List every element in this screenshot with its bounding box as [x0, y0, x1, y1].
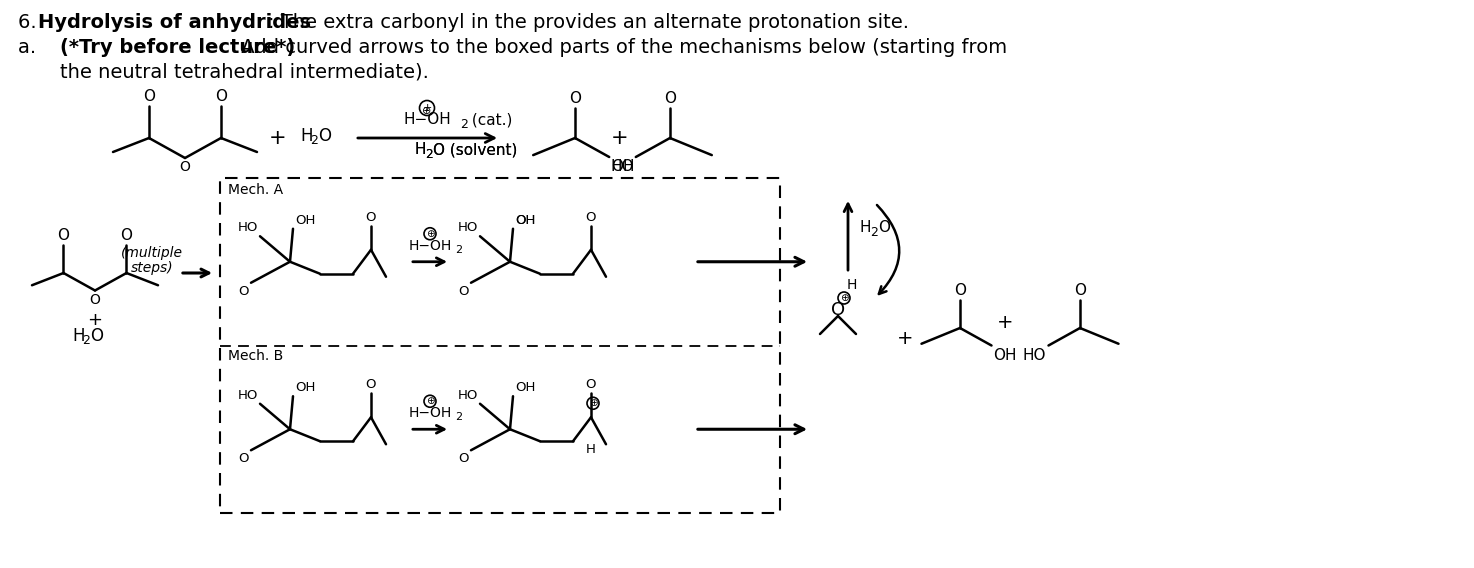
Text: : The extra carbonyl in the provides an alternate protonation site.: : The extra carbonyl in the provides an … [268, 13, 909, 32]
Text: HO: HO [457, 222, 478, 234]
Text: OH: OH [295, 214, 315, 227]
Text: H: H [301, 127, 312, 145]
Text: 2: 2 [455, 245, 463, 255]
Text: H: H [587, 442, 595, 456]
Text: O: O [318, 127, 332, 145]
Text: H: H [416, 143, 426, 157]
Text: HO: HO [1023, 348, 1047, 362]
Text: (cat.): (cat.) [467, 112, 513, 127]
Text: +: + [996, 314, 1013, 332]
Text: O: O [180, 160, 190, 174]
Text: O: O [215, 89, 227, 104]
Text: 2: 2 [83, 333, 90, 346]
Text: (multiple: (multiple [121, 246, 183, 260]
Text: the neutral tetrahedral intermediate).: the neutral tetrahedral intermediate). [60, 63, 429, 82]
Text: O (solvent): O (solvent) [433, 143, 517, 157]
Text: ⊕: ⊕ [426, 229, 435, 239]
Text: +: + [270, 128, 287, 148]
Text: +: + [87, 311, 103, 329]
Text: O: O [366, 378, 376, 391]
Text: OH: OH [295, 381, 315, 394]
Text: 2: 2 [455, 412, 463, 422]
Text: H: H [846, 278, 858, 292]
Text: O: O [585, 211, 597, 224]
Text: Add curved arrows to the boxed parts of the mechanisms below (starting from: Add curved arrows to the boxed parts of … [234, 38, 1007, 57]
Text: ⊕: ⊕ [426, 396, 435, 406]
Text: O: O [57, 228, 69, 243]
Text: 6.: 6. [18, 13, 43, 32]
Text: ⊕: ⊕ [588, 398, 597, 408]
Text: O: O [1075, 283, 1086, 298]
Text: HO: HO [237, 389, 258, 402]
Text: HO: HO [237, 222, 258, 234]
Text: ⊕: ⊕ [423, 106, 432, 116]
Text: 2: 2 [425, 148, 433, 161]
Text: HO: HO [610, 159, 634, 174]
Text: H: H [72, 327, 84, 345]
Text: Hydrolysis of anhydrides: Hydrolysis of anhydrides [38, 13, 311, 32]
Text: O: O [458, 285, 469, 298]
Text: O: O [121, 228, 133, 243]
Text: OH: OH [514, 214, 535, 227]
Bar [220, 178, 780, 513]
Text: H−OH: H−OH [408, 239, 451, 253]
Text: OH: OH [612, 159, 635, 174]
Text: H−OH: H−OH [408, 406, 451, 420]
Text: O: O [366, 211, 376, 224]
Text: O: O [831, 301, 845, 319]
Text: 2: 2 [870, 225, 879, 239]
Text: steps): steps) [131, 261, 174, 275]
Text: a.: a. [18, 38, 55, 57]
Text: H: H [859, 220, 871, 236]
Text: O: O [239, 452, 249, 465]
Text: 2: 2 [310, 133, 318, 147]
Text: OH: OH [993, 348, 1017, 362]
Text: +: + [423, 103, 432, 113]
Text: H−OH: H−OH [402, 112, 451, 127]
Text: O: O [569, 91, 581, 106]
Text: O: O [458, 452, 469, 465]
Text: O: O [585, 378, 597, 391]
Text: Mech. B: Mech. B [228, 349, 283, 362]
Text: O: O [954, 283, 965, 298]
Text: HO: HO [457, 389, 478, 402]
Text: O: O [879, 220, 890, 236]
Text: +: + [896, 328, 914, 348]
Text: OH: OH [514, 381, 535, 394]
Text: 2: 2 [460, 118, 467, 131]
Text: 2: 2 [425, 148, 432, 161]
Text: ⊕: ⊕ [840, 293, 849, 303]
Text: Mech. A: Mech. A [228, 183, 283, 197]
Text: O: O [143, 89, 155, 104]
Text: (*Try before lecture*): (*Try before lecture*) [60, 38, 295, 57]
Text: +: + [612, 128, 629, 148]
Text: O: O [90, 293, 100, 307]
Text: O: O [663, 91, 677, 106]
Text: O: O [239, 285, 249, 298]
Text: O (solvent): O (solvent) [433, 143, 517, 157]
Text: O: O [90, 327, 103, 345]
Text: OH: OH [514, 214, 535, 227]
Text: H: H [416, 143, 426, 157]
